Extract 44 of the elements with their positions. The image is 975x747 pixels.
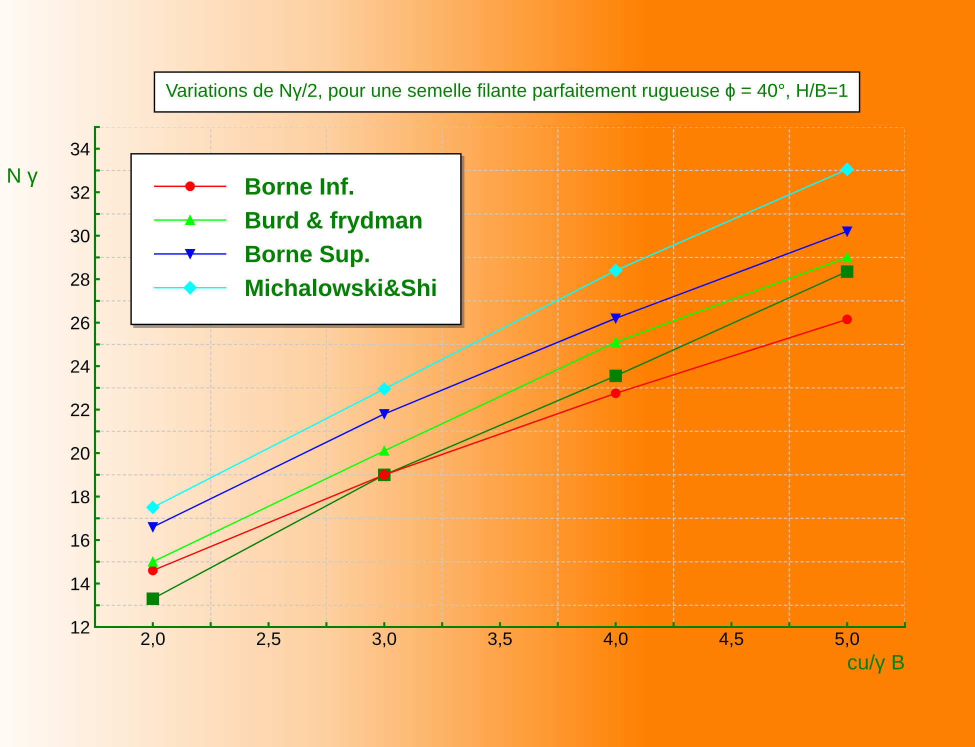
point	[146, 592, 160, 605]
y-tick-label: 22	[70, 404, 90, 416]
point	[148, 566, 158, 576]
point	[609, 370, 622, 382]
point	[842, 252, 852, 262]
point	[610, 313, 621, 324]
point	[379, 446, 390, 456]
point	[840, 162, 854, 176]
y-tick-label: 30	[70, 230, 90, 242]
y-tick-label: 18	[71, 490, 90, 504]
x-tick-label: 2,0	[141, 632, 165, 648]
y-tick-label: 14	[71, 578, 90, 590]
y-tick-label: 26	[70, 316, 90, 330]
point	[842, 226, 852, 236]
y-tick-label: 24	[70, 360, 90, 373]
y-tick-label: 28	[70, 273, 90, 286]
x-axis-title: cu/γ B	[848, 654, 904, 674]
y-tick-label: 12	[71, 620, 90, 634]
y-tick-label: 16	[71, 534, 90, 547]
point	[842, 314, 852, 324]
point	[840, 265, 854, 278]
y-tick-label: 32	[70, 186, 90, 199]
point	[146, 500, 160, 514]
point	[379, 409, 390, 419]
legend-label: Borne Inf.	[246, 177, 353, 195]
legend-label: Burd & frydman	[246, 211, 422, 234]
point	[148, 556, 158, 567]
y-tick-label: 34	[70, 142, 90, 156]
x-tick-label: 5,0	[835, 632, 859, 648]
point	[609, 264, 622, 278]
x-tick-label: 2,5	[256, 632, 280, 648]
chart-title: Variations de Nγ/2, pour une semelle filante parfaitement rugueuse ϕ = 40°, H/B=1	[166, 83, 848, 101]
y-tick-label: 20	[70, 447, 90, 460]
point	[148, 522, 158, 532]
x-tick-label: 3,0	[372, 632, 396, 648]
y-axis-title: N γ	[8, 168, 38, 187]
point	[378, 382, 391, 396]
point	[610, 388, 621, 398]
x-tick-label: 3,5	[488, 632, 512, 648]
legend-label: Borne Sup.	[246, 246, 369, 268]
x-tick-label: 4,5	[719, 632, 744, 648]
point	[610, 337, 621, 348]
x-tick-label: 4,0	[604, 632, 628, 648]
legend-label: Michalowski&Shi	[246, 278, 436, 296]
